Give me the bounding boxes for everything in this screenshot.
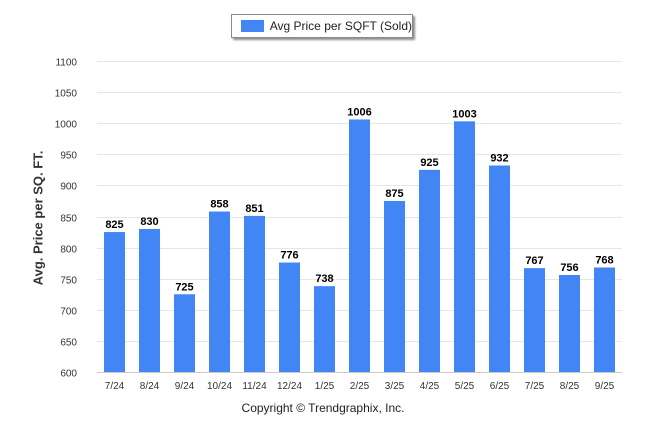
bar: [104, 232, 125, 372]
bar: [314, 286, 335, 372]
y-tick-label: 1100: [55, 58, 77, 69]
x-tick-label: 12/24: [277, 381, 302, 392]
data-label: 1006: [347, 106, 371, 118]
data-label: 851: [245, 203, 263, 215]
x-tick-label: 7/25: [525, 381, 545, 392]
x-tick-label: 9/25: [595, 381, 615, 392]
y-axis-label: Avg. Price per SQ. FT.: [30, 150, 46, 286]
data-label: 932: [490, 152, 508, 164]
x-tick-label: 8/25: [560, 381, 580, 392]
y-tick-label: 900: [60, 182, 77, 193]
y-tick-label: 950: [60, 151, 77, 162]
y-tick-label: 1000: [55, 120, 78, 131]
x-tick-label: 8/24: [140, 381, 160, 392]
x-tick-label: 2/25: [350, 381, 370, 392]
x-tick-label: 6/25: [490, 381, 510, 392]
bar: [349, 119, 370, 372]
data-label: 756: [560, 262, 578, 274]
data-label: 767: [525, 255, 543, 267]
data-label: 925: [420, 157, 438, 169]
bar: [489, 165, 510, 372]
bar: [559, 274, 580, 372]
bar: [454, 121, 475, 372]
data-label: 1003: [452, 108, 476, 120]
bar: [279, 262, 300, 372]
bar: [244, 215, 265, 372]
y-tick-label: 750: [60, 276, 77, 287]
x-tick-label: 1/25: [315, 381, 335, 392]
x-tick-label: 9/24: [175, 381, 195, 392]
legend-swatch: [241, 20, 264, 32]
copyright-footer: Copyright © Trendgraphix, Inc.: [241, 401, 405, 415]
data-label: 776: [280, 250, 298, 262]
y-tick-label: 650: [60, 338, 77, 349]
data-label: 738: [315, 273, 333, 285]
data-label: 825: [105, 219, 123, 231]
x-tick-label: 4/25: [420, 381, 440, 392]
y-tick-label: 700: [60, 307, 77, 318]
bar: [174, 294, 195, 372]
data-label: 768: [595, 255, 613, 267]
data-label: 830: [140, 216, 158, 228]
bar: [419, 169, 440, 372]
bar: [524, 268, 545, 372]
x-tick-label: 7/24: [105, 381, 125, 392]
y-tick-label: 600: [60, 369, 77, 380]
bar: [384, 200, 405, 372]
y-tick-label: 850: [60, 214, 77, 225]
y-tick-label: 1050: [55, 89, 78, 100]
bar: [139, 228, 160, 372]
x-tick-label: 10/24: [207, 381, 232, 392]
data-label: 725: [175, 281, 193, 293]
bar: [209, 211, 230, 372]
legend-label: Avg Price per SQFT (Sold): [269, 19, 412, 33]
data-label: 858: [210, 199, 228, 211]
x-tick-label: 11/24: [242, 381, 267, 392]
data-label: 875: [385, 188, 403, 200]
x-tick-label: 5/25: [455, 381, 475, 392]
x-tick-label: 3/25: [385, 381, 405, 392]
bar: [594, 267, 615, 372]
y-tick-label: 800: [60, 245, 77, 256]
legend[interactable]: Avg Price per SQFT (Sold): [231, 14, 413, 38]
